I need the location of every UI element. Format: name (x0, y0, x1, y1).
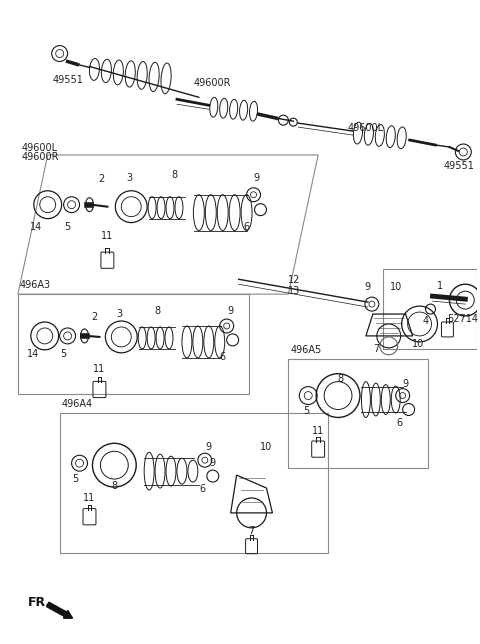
Text: 496A3: 496A3 (20, 280, 51, 290)
Text: 5: 5 (64, 222, 71, 232)
Text: 8: 8 (111, 481, 118, 491)
Text: 6: 6 (200, 484, 206, 494)
Text: 9: 9 (228, 306, 234, 316)
Text: 9: 9 (210, 458, 216, 468)
Text: FR.: FR. (28, 596, 51, 609)
Text: 7: 7 (372, 344, 379, 354)
Text: 49600L: 49600L (22, 143, 58, 153)
Text: 10: 10 (390, 282, 402, 292)
Text: 49600L: 49600L (348, 123, 384, 133)
Text: 9: 9 (253, 173, 260, 183)
Text: 4: 4 (422, 316, 429, 326)
Text: 9: 9 (403, 379, 409, 388)
Text: 9: 9 (206, 442, 212, 452)
Text: 49551: 49551 (52, 75, 83, 86)
Text: 3: 3 (116, 309, 122, 319)
Text: 49551: 49551 (444, 161, 475, 171)
Text: 5: 5 (303, 406, 310, 417)
Text: 496A4: 496A4 (61, 399, 93, 410)
Text: 7: 7 (249, 526, 255, 536)
Text: 11: 11 (101, 231, 113, 242)
Text: 1: 1 (437, 281, 444, 291)
Text: 12: 12 (288, 275, 300, 285)
Text: 6: 6 (396, 419, 403, 428)
Text: 49600R: 49600R (194, 79, 231, 88)
Text: 9: 9 (365, 282, 371, 292)
Text: 6: 6 (220, 352, 226, 362)
Text: 10: 10 (260, 442, 273, 452)
Text: 8: 8 (337, 374, 343, 384)
Text: 14: 14 (30, 222, 42, 232)
Text: 6: 6 (243, 222, 250, 232)
Text: 8: 8 (171, 170, 177, 180)
Text: 10: 10 (411, 339, 424, 349)
FancyArrow shape (47, 602, 72, 618)
Text: 5: 5 (60, 349, 67, 359)
Text: 496A5: 496A5 (290, 345, 322, 355)
Text: 14: 14 (27, 349, 39, 359)
Text: 49600R: 49600R (22, 152, 60, 162)
Text: 13: 13 (288, 286, 300, 296)
Text: 3: 3 (126, 173, 132, 183)
Text: 2: 2 (98, 174, 105, 184)
Text: 5: 5 (72, 474, 79, 484)
Text: 8: 8 (154, 306, 160, 316)
Text: 11: 11 (93, 364, 106, 374)
Text: 52714: 52714 (447, 314, 478, 324)
Text: 2: 2 (91, 312, 97, 322)
Text: 11: 11 (84, 493, 96, 503)
Text: 11: 11 (312, 426, 324, 437)
